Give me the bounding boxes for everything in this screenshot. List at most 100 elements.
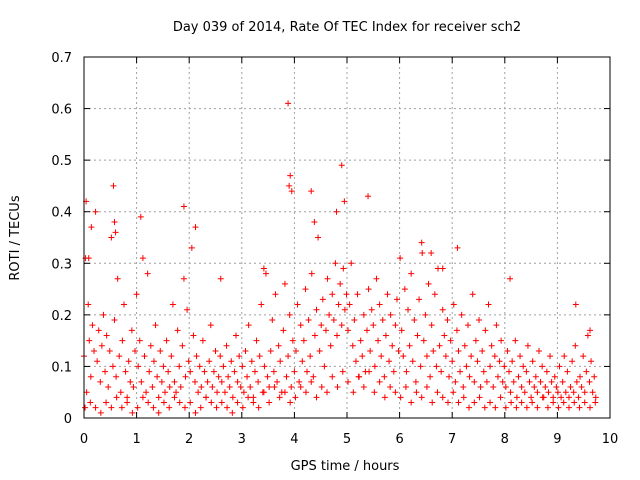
data-point (341, 198, 348, 205)
data-point (292, 347, 299, 354)
data-point (92, 404, 99, 411)
data-point (368, 306, 375, 313)
data-point (573, 378, 580, 385)
data-point (106, 347, 113, 354)
data-point (264, 373, 271, 380)
data-point (266, 399, 273, 406)
data-point (333, 208, 340, 215)
data-point (137, 213, 144, 220)
data-point (565, 404, 572, 411)
data-point (584, 332, 591, 339)
data-point (180, 275, 187, 282)
data-point (114, 275, 121, 282)
data-point (416, 296, 423, 303)
data-point (352, 358, 359, 365)
data-point (213, 404, 220, 411)
data-point (492, 404, 499, 411)
data-point (251, 368, 258, 375)
data-points (81, 100, 599, 416)
data-point (402, 384, 409, 391)
data-point (329, 291, 336, 298)
y-tick-label: 0.6 (51, 103, 72, 118)
data-point (365, 286, 372, 293)
data-point (182, 373, 189, 380)
data-point (491, 353, 498, 360)
data-point (450, 301, 457, 308)
x-tick-label: 9 (553, 432, 561, 447)
data-point (188, 244, 195, 251)
data-point (363, 327, 370, 334)
data-point (208, 399, 215, 406)
data-point (313, 306, 320, 313)
data-point (559, 378, 566, 385)
data-point (534, 404, 541, 411)
data-point (577, 373, 584, 380)
data-point (453, 327, 460, 334)
data-point (113, 394, 120, 401)
data-point (351, 317, 358, 324)
data-point (567, 384, 574, 391)
y-tick-label: 0.2 (51, 309, 72, 324)
data-point (398, 327, 405, 334)
data-point (418, 239, 425, 246)
data-point (193, 353, 200, 360)
data-point (237, 384, 244, 391)
data-point (223, 342, 230, 349)
data-point (154, 373, 161, 380)
data-point (397, 255, 404, 262)
data-point (166, 384, 173, 391)
data-point (155, 394, 162, 401)
data-point (401, 286, 408, 293)
data-point (324, 389, 331, 396)
data-point (490, 384, 497, 391)
data-point (506, 368, 513, 375)
data-point (343, 291, 350, 298)
data-point (381, 373, 388, 380)
data-point (181, 404, 188, 411)
data-point (528, 394, 535, 401)
data-point (592, 394, 599, 401)
data-point (143, 389, 150, 396)
x-tick-label: 6 (395, 432, 403, 447)
data-point (286, 182, 293, 189)
data-point (136, 337, 143, 344)
data-point (82, 404, 89, 411)
data-point (311, 219, 318, 226)
data-point (393, 296, 400, 303)
data-point (319, 296, 326, 303)
data-point (340, 265, 347, 272)
data-point (176, 363, 183, 370)
data-point (591, 373, 598, 380)
data-point (375, 337, 382, 344)
data-point (171, 394, 178, 401)
data-point (420, 337, 427, 344)
data-point (315, 234, 322, 241)
data-point (529, 358, 536, 365)
data-point (523, 368, 530, 375)
data-point (87, 373, 94, 380)
data-point (108, 234, 115, 241)
data-point (234, 378, 241, 385)
data-point (146, 368, 153, 375)
data-point (446, 373, 453, 380)
data-point (221, 389, 228, 396)
data-point (166, 404, 173, 411)
data-point (260, 265, 267, 272)
data-point (218, 378, 225, 385)
data-point (381, 394, 388, 401)
data-point (214, 389, 221, 396)
data-point (587, 327, 594, 334)
data-point (198, 384, 205, 391)
data-point (203, 394, 210, 401)
data-point (145, 399, 152, 406)
data-point (255, 404, 262, 411)
data-point (526, 378, 533, 385)
data-point (496, 358, 503, 365)
data-point (299, 358, 306, 365)
data-point (210, 368, 217, 375)
data-point (387, 311, 394, 318)
data-point (341, 306, 348, 313)
data-point (83, 389, 90, 396)
data-point (535, 347, 542, 354)
data-point (463, 363, 470, 370)
